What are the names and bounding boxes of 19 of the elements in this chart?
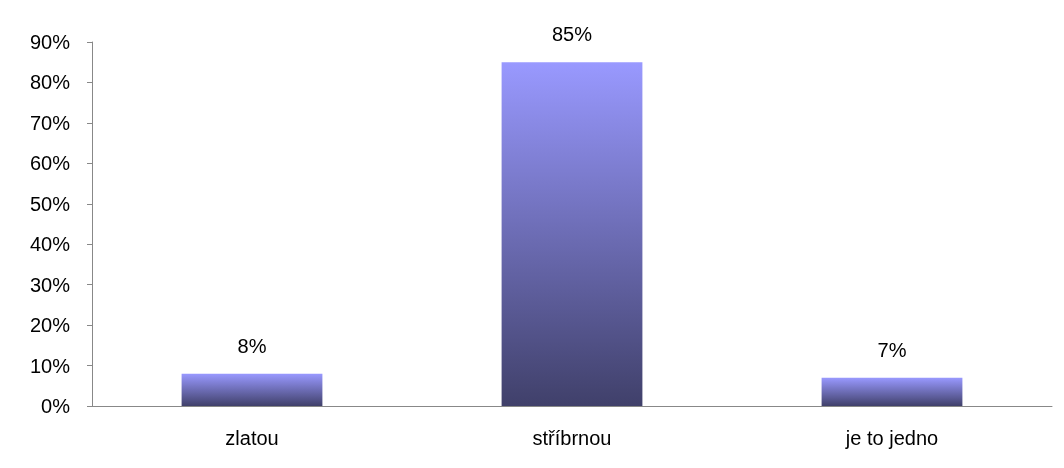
y-tick-label: 0%	[41, 395, 71, 417]
y-tick-label: 80%	[29, 71, 71, 94]
data-label: 8%	[237, 334, 267, 357]
y-tick-label: 20%	[29, 314, 71, 337]
x-tick-label: zlatou	[225, 427, 279, 449]
y-tick-label: 70%	[29, 111, 71, 134]
bar	[821, 377, 963, 406]
y-tick-label: 60%	[29, 152, 71, 175]
data-label: 85%	[551, 23, 593, 46]
y-tick-label: 90%	[29, 31, 71, 53]
y-tick-label: 50%	[29, 192, 71, 215]
bar	[501, 62, 643, 406]
x-tick-label: je to jedno	[844, 427, 939, 449]
y-tick-label: 40%	[29, 233, 71, 256]
bar	[181, 373, 323, 406]
data-label: 7%	[877, 338, 907, 361]
x-tick-label: stříbrnou	[532, 427, 612, 449]
y-tick-label: 30%	[29, 273, 71, 296]
y-tick-label: 10%	[29, 354, 71, 377]
